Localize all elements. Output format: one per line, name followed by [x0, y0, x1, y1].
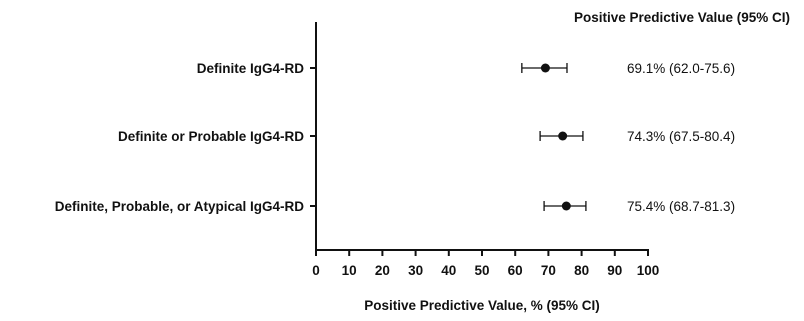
point-estimate-1	[558, 131, 568, 141]
x-tick-label-80: 80	[574, 263, 589, 278]
x-tick-label-40: 40	[441, 263, 456, 278]
point-estimate-0	[540, 63, 550, 73]
x-tick-label-0: 0	[312, 263, 320, 278]
row-annotation-2: 75.4% (68.7-81.3)	[627, 199, 735, 214]
x-tick-label-10: 10	[342, 263, 357, 278]
row-label-1: Definite or Probable IgG4-RD	[118, 129, 304, 144]
x-tick-label-70: 70	[541, 263, 556, 278]
column-header: Positive Predictive Value (95% CI)	[574, 10, 790, 25]
x-axis-title: Positive Predictive Value, % (95% CI)	[364, 298, 600, 313]
plot-area: 0 10 20 30 40 50 60 70 80 90 100 Definite IgG4-RD 69…	[55, 22, 735, 278]
x-tick-label-90: 90	[607, 263, 622, 278]
row-label-0: Definite IgG4-RD	[197, 61, 305, 76]
x-tick-label-30: 30	[408, 263, 423, 278]
x-tick-label-50: 50	[474, 263, 489, 278]
x-tick-label-100: 100	[637, 263, 660, 278]
row-annotation-1: 74.3% (67.5-80.4)	[627, 129, 735, 144]
row-label-2: Definite, Probable, or Atypical IgG4-RD	[55, 199, 305, 214]
x-tick-label-60: 60	[508, 263, 523, 278]
x-tick-label-20: 20	[375, 263, 390, 278]
row-annotation-0: 69.1% (62.0-75.6)	[627, 61, 735, 76]
point-estimate-2	[561, 201, 571, 211]
